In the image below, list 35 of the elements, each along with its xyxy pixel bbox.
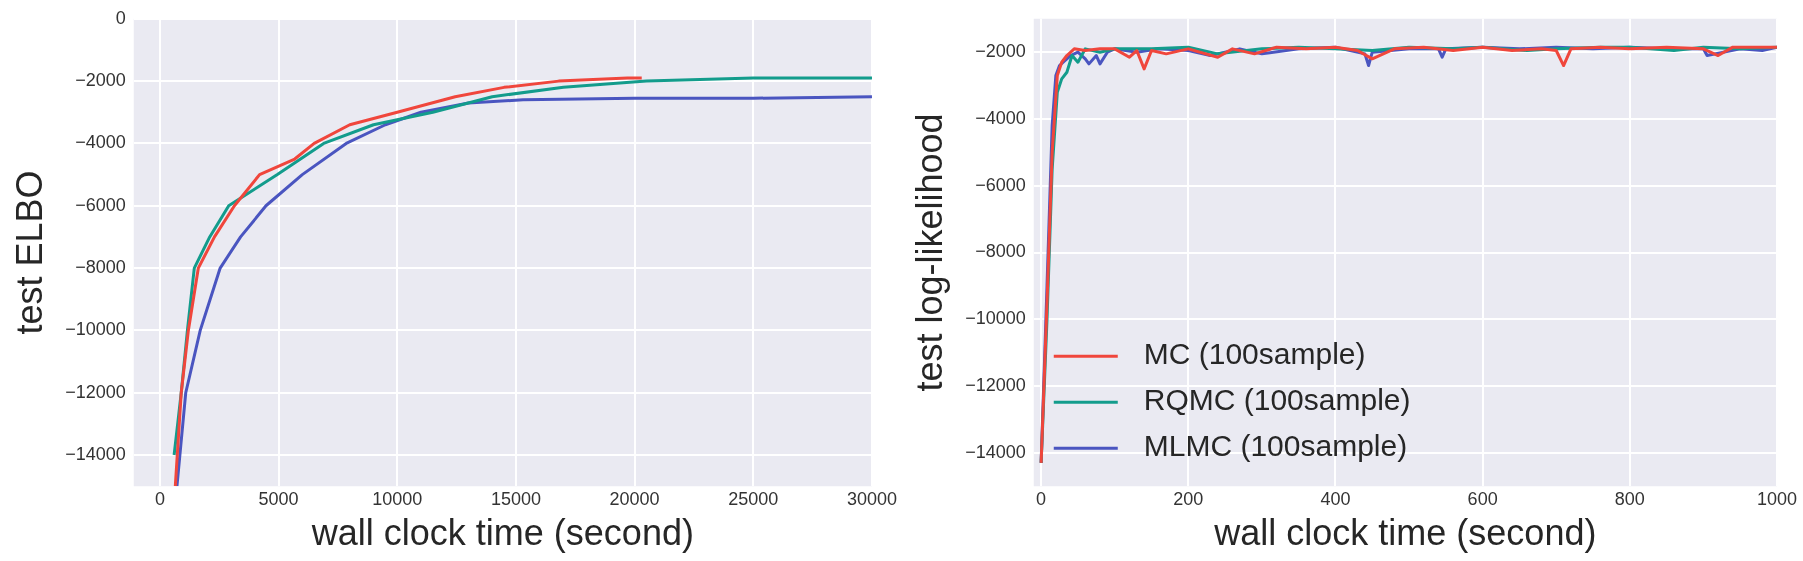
y-tick-label: −2000	[975, 41, 1026, 62]
x-tick-label: 20000	[609, 488, 660, 509]
y-tick-label: −4000	[75, 132, 126, 153]
y-tick-label: −12000	[65, 381, 126, 402]
legend-label: MLMC (100sample)	[1143, 429, 1408, 463]
x-tick-label: 1000	[1756, 488, 1797, 509]
y-tick-label: −2000	[75, 70, 126, 91]
y-axis-title: test log-likelihood	[908, 113, 950, 392]
y-tick-label: −6000	[975, 174, 1026, 195]
x-tick-label: 5000	[258, 488, 299, 509]
legend-label: RQMC (100sample)	[1143, 383, 1411, 417]
x-tick-label: 600	[1467, 488, 1498, 509]
x-tick-label: 10000	[372, 488, 423, 509]
x-tick-label: 400	[1320, 488, 1351, 509]
y-tick-label: −4000	[975, 107, 1026, 128]
x-tick-label: 200	[1173, 488, 1204, 509]
y-tick-label: −14000	[65, 444, 126, 465]
legend-label: MC (100sample)	[1143, 337, 1366, 371]
x-axis-title: wall clock time (second)	[1213, 512, 1597, 554]
y-tick-label: −8000	[975, 241, 1026, 262]
y-tick-label: −6000	[75, 194, 126, 215]
y-tick-label: −8000	[75, 257, 126, 278]
y-tick-label: −10000	[65, 319, 126, 340]
x-tick-label: 800	[1614, 488, 1645, 509]
y-tick-label: 0	[115, 7, 126, 28]
x-axis-title: wall clock time (second)	[310, 512, 694, 554]
x-tick-label: 0	[1036, 488, 1047, 509]
y-axis-title: test ELBO	[8, 170, 50, 335]
y-tick-label: −10000	[965, 308, 1026, 329]
x-tick-label: 15000	[490, 488, 541, 509]
y-tick-label: −12000	[965, 375, 1026, 396]
x-tick-label: 30000	[846, 488, 897, 509]
y-tick-label: −14000	[965, 441, 1026, 462]
x-tick-label: 25000	[728, 488, 779, 509]
x-tick-label: 0	[154, 488, 165, 509]
